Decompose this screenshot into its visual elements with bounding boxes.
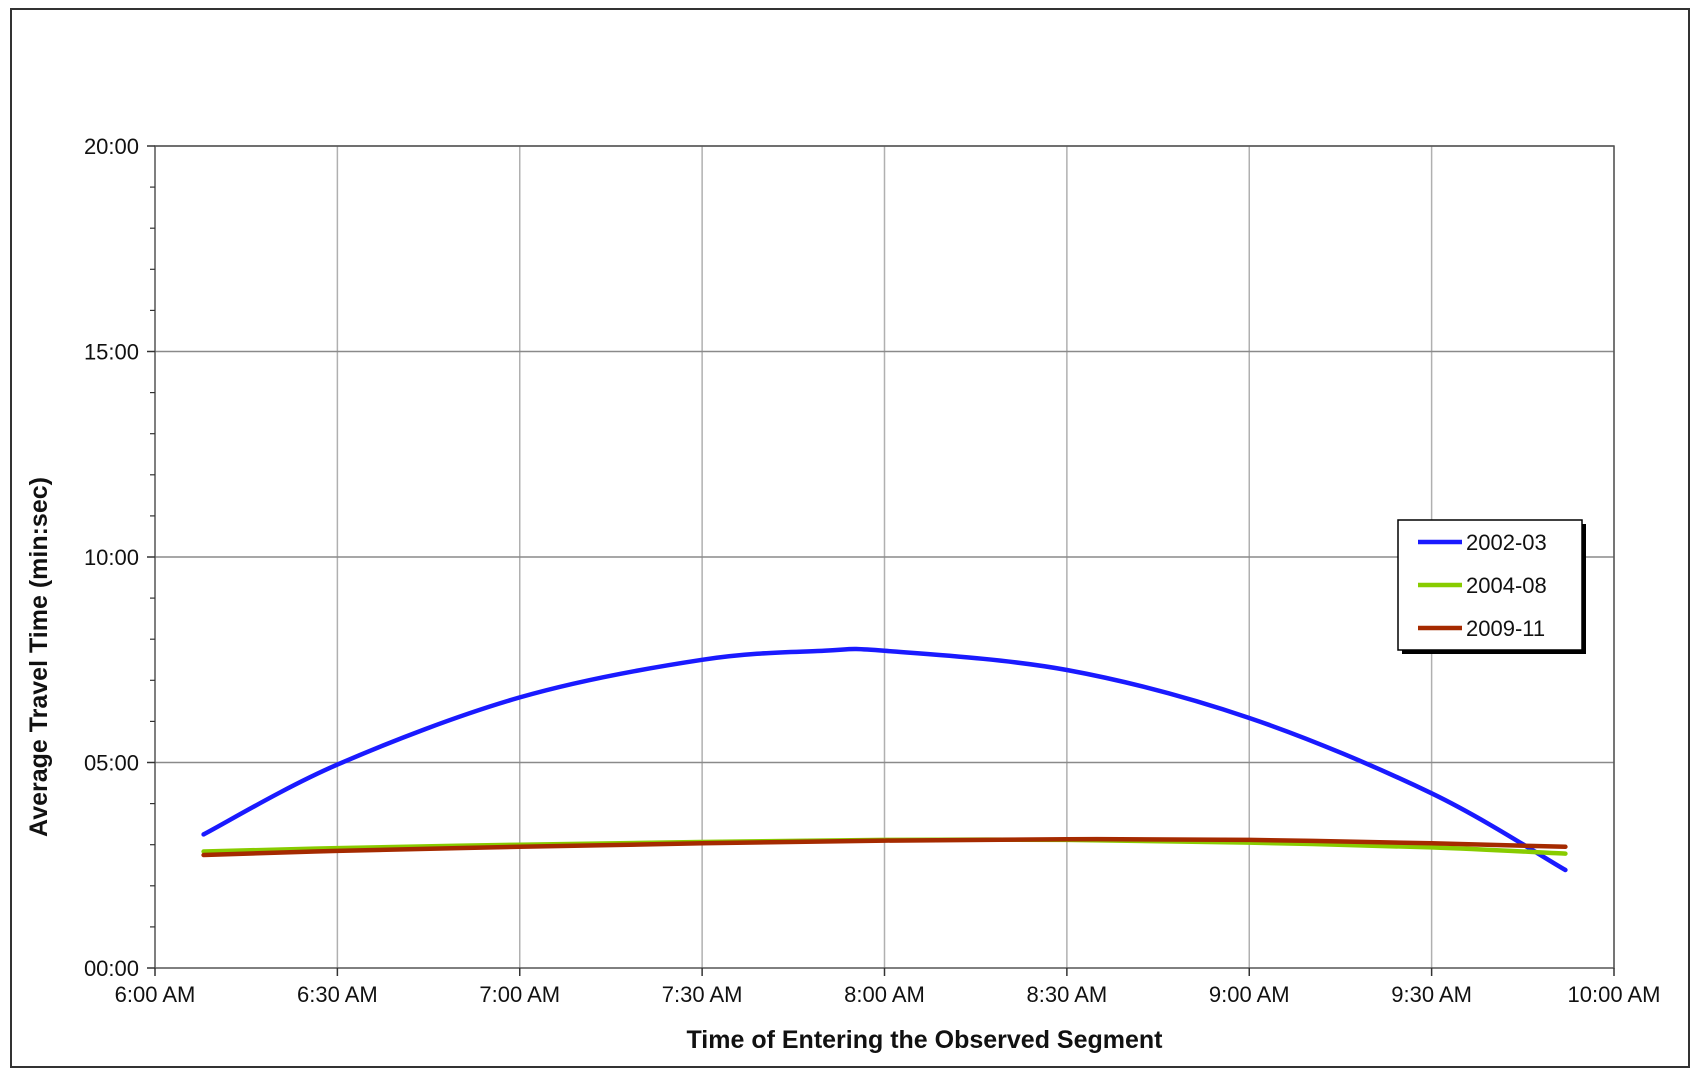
x-axis-title: Time of Entering the Observed Segment (686, 1026, 1163, 1054)
legend-label: 2009-11 (1466, 616, 1545, 641)
y-tick-label: 20:00 (84, 134, 139, 159)
grid (155, 145, 1615, 968)
legend-label: 2002-03 (1466, 530, 1547, 555)
x-tick-label: 6:00 AM (115, 982, 196, 1007)
x-tick-label: 7:00 AM (479, 982, 560, 1007)
y-tick-label: 00:00 (84, 956, 139, 981)
y-tick-label: 10:00 (84, 545, 139, 570)
y-tick-label: 05:00 (84, 751, 139, 776)
x-tick-label: 9:30 AM (1391, 982, 1472, 1007)
x-tick-label: 9:00 AM (1209, 982, 1290, 1007)
x-tick-label: 6:30 AM (297, 982, 378, 1007)
x-tick-label: 8:00 AM (844, 982, 925, 1007)
y-axis-title: Average Travel Time (min:sec) (25, 477, 53, 837)
series-lines (201, 646, 1568, 873)
series-line-2002-03 (201, 646, 1568, 873)
series-line-2009-11 (201, 836, 1568, 858)
x-tick-label: 8:30 AM (1027, 982, 1108, 1007)
legend-label: 2004-08 (1466, 573, 1547, 598)
legend: 2002-03 2004-08 2009-11 (1397, 519, 1586, 654)
x-tick-label: 10:00 AM (1568, 982, 1661, 1007)
y-tick-label: 15:00 (84, 340, 139, 365)
x-tick-label: 7:30 AM (662, 982, 743, 1007)
axes: 6:00 AM 6:30 AM 7:00 AM 7:30 AM 8:00 AM 8:30 … (84, 134, 1661, 1007)
